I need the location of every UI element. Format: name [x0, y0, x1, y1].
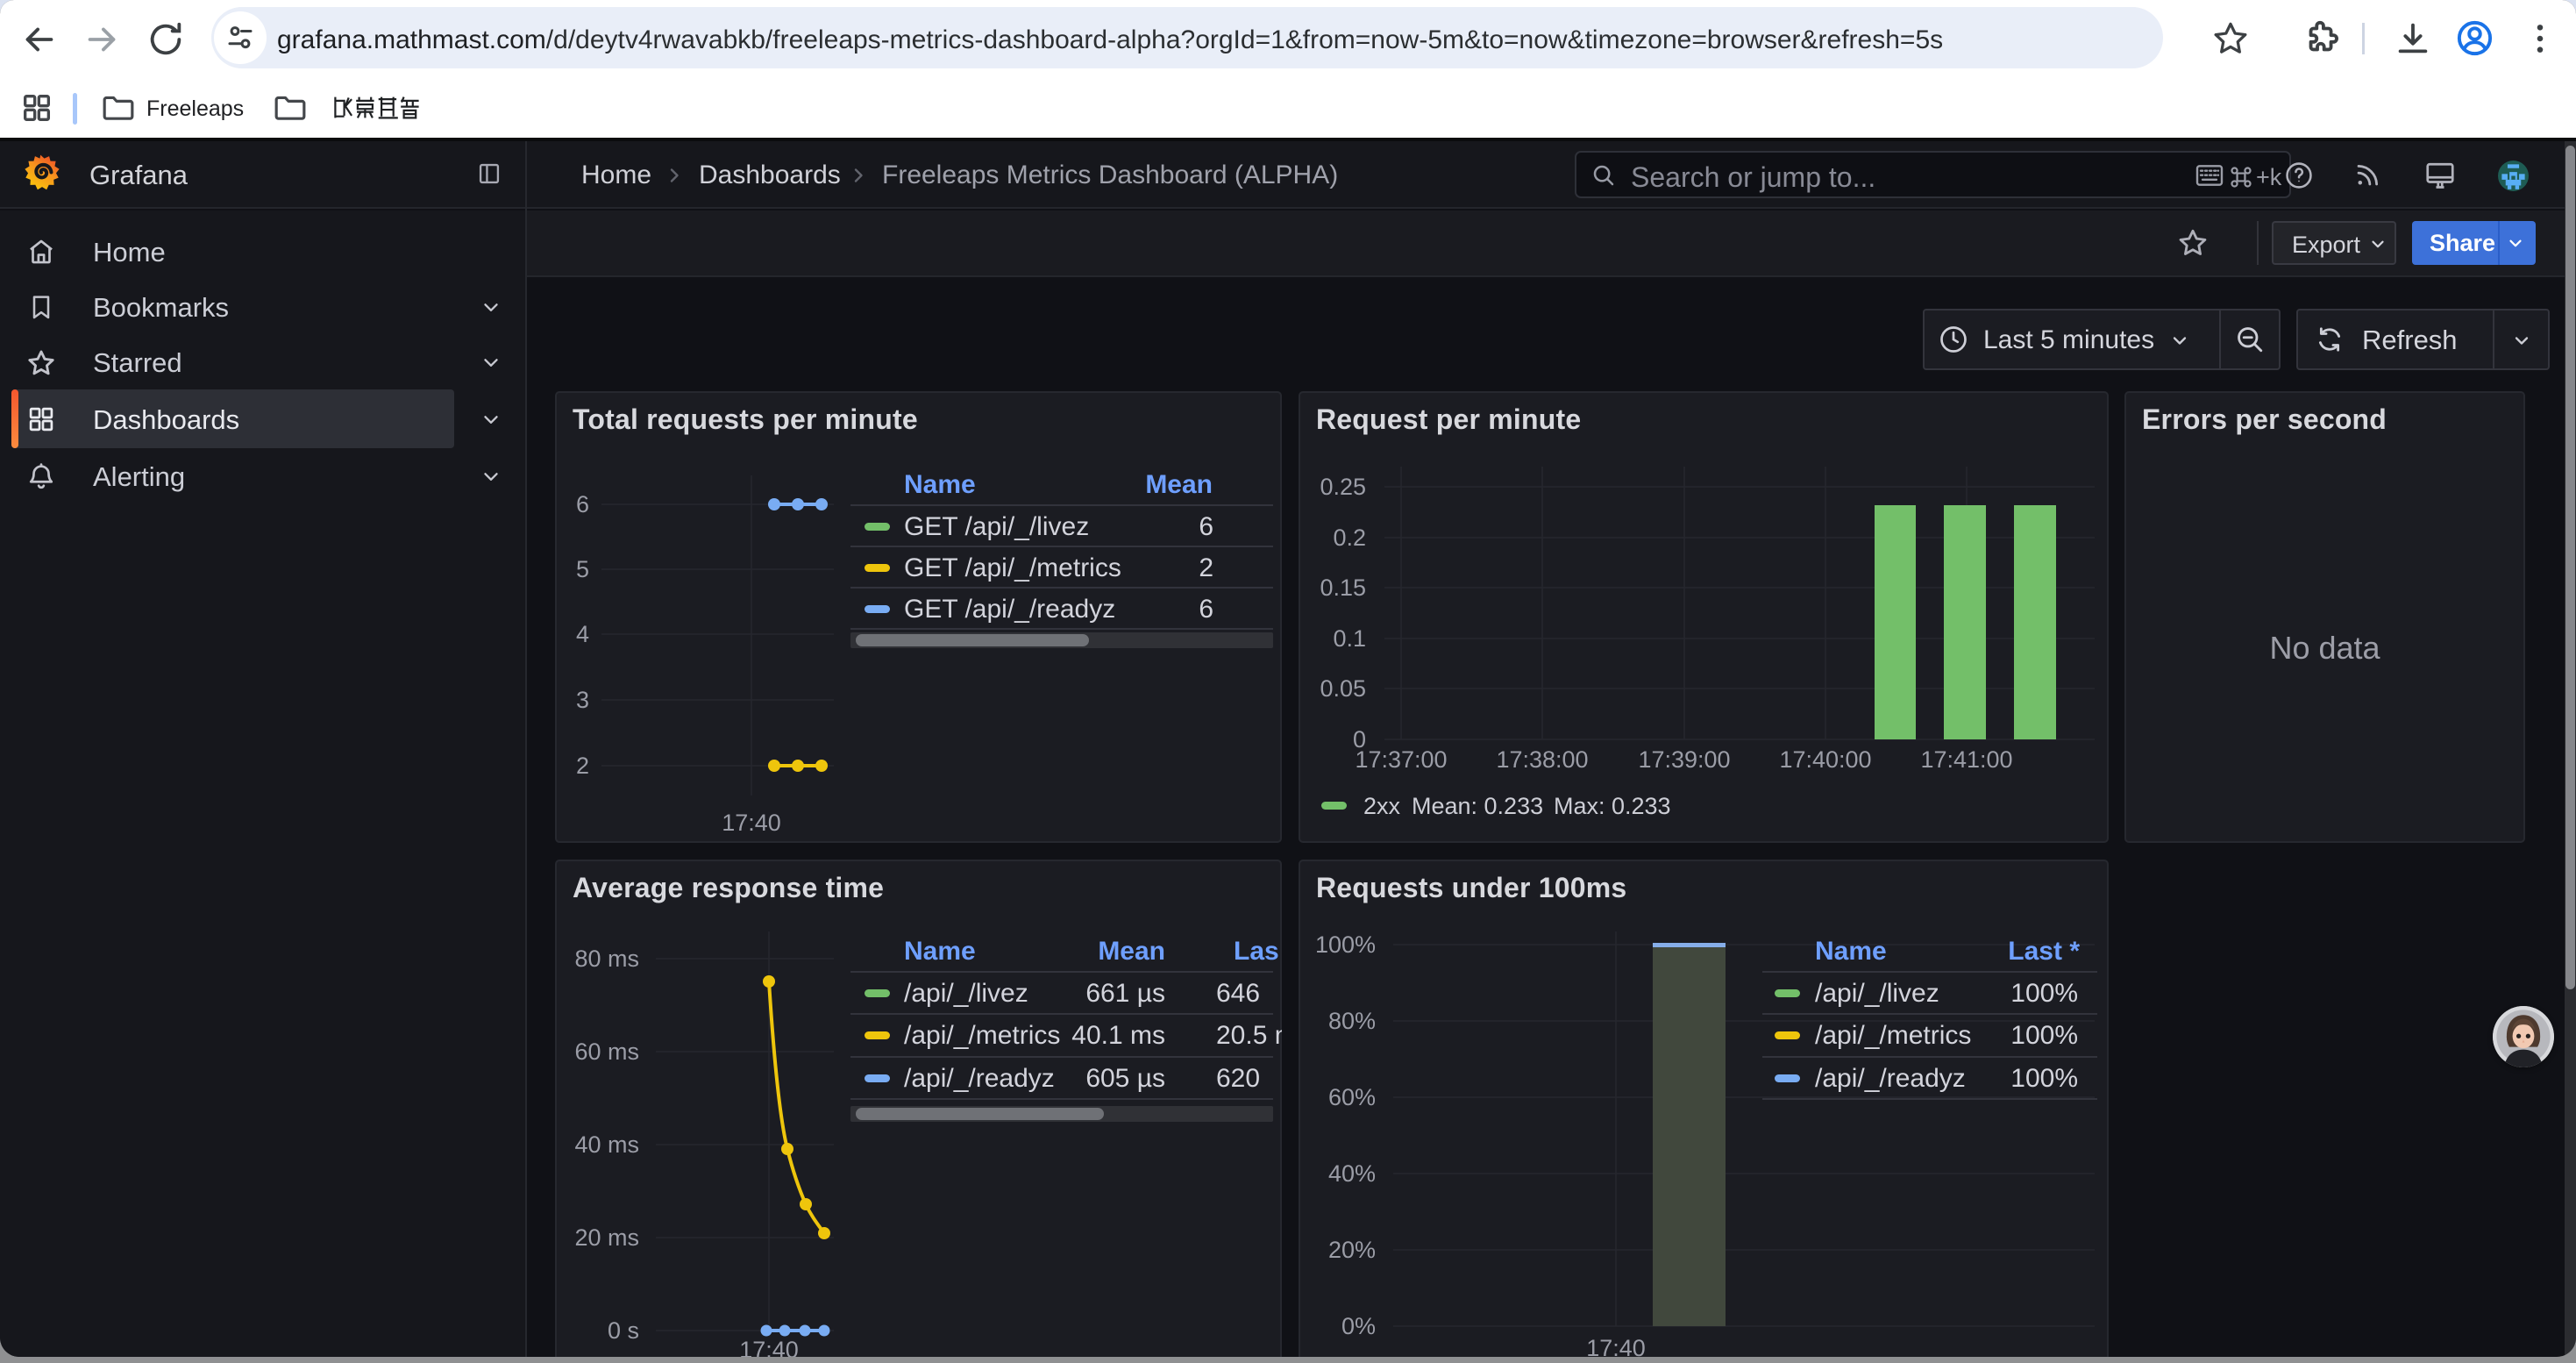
svg-text:2xx: 2xx: [1363, 793, 1401, 819]
svg-text:0.25: 0.25: [1320, 474, 1366, 500]
svg-text:60 ms: 60 ms: [574, 1038, 639, 1065]
svg-text:Mean: Mean: [1145, 470, 1213, 499]
svg-text:/api/_/readyz: /api/_/readyz: [904, 1064, 1055, 1093]
svg-text:2: 2: [576, 753, 589, 779]
svg-text:100%: 100%: [2010, 1064, 2078, 1093]
svg-text:4: 4: [576, 621, 589, 647]
svg-text:GET /api/_/readyz: GET /api/_/readyz: [904, 595, 1115, 624]
svg-text:100%: 100%: [2010, 979, 2078, 1008]
svg-text:/api/_/metrics: /api/_/metrics: [904, 1021, 1060, 1050]
svg-text:5: 5: [576, 556, 589, 582]
svg-text:20.5 ms: 20.5 ms: [1216, 1021, 1282, 1050]
svg-text:605 µs: 605 µs: [1085, 1064, 1165, 1093]
svg-text:Mean: 0.233: Mean: 0.233: [1412, 793, 1543, 819]
svg-text:6: 6: [1199, 595, 1213, 624]
svg-text:20 ms: 20 ms: [574, 1224, 639, 1251]
svg-text:100%: 100%: [2010, 1021, 2078, 1050]
svg-text:40.1 ms: 40.1 ms: [1071, 1021, 1165, 1050]
svg-text:6: 6: [576, 491, 589, 517]
svg-text:100%: 100%: [1315, 931, 1376, 958]
svg-text:17:37:00: 17:37:00: [1355, 746, 1447, 773]
svg-text:20%: 20%: [1328, 1237, 1376, 1263]
svg-text:620: 620: [1216, 1064, 1260, 1093]
svg-text:3: 3: [576, 687, 589, 713]
svg-text:Mean: Mean: [1098, 937, 1165, 966]
svg-text:17:40: 17:40: [739, 1337, 799, 1357]
svg-text:80%: 80%: [1328, 1008, 1376, 1034]
svg-text:661 µs: 661 µs: [1085, 979, 1165, 1008]
svg-text:/api/_/livez: /api/_/livez: [1815, 979, 1939, 1008]
svg-text:0: 0: [1353, 726, 1366, 753]
svg-text:2: 2: [1199, 553, 1213, 582]
svg-text:80 ms: 80 ms: [574, 946, 639, 972]
svg-text:0.2: 0.2: [1333, 525, 1366, 551]
svg-text:/api/_/metrics: /api/_/metrics: [1815, 1021, 1971, 1050]
svg-text:GET /api/_/livez: GET /api/_/livez: [904, 512, 1089, 541]
svg-text:Las: Las: [1234, 937, 1279, 966]
svg-text:0.1: 0.1: [1333, 625, 1366, 652]
svg-text:6: 6: [1199, 512, 1213, 541]
svg-text:17:39:00: 17:39:00: [1638, 746, 1730, 773]
svg-text:Name: Name: [904, 937, 976, 966]
svg-text:40 ms: 40 ms: [574, 1131, 639, 1158]
svg-text:0.05: 0.05: [1320, 675, 1366, 702]
svg-text:17:40: 17:40: [1586, 1335, 1646, 1357]
svg-text:Last *: Last *: [2008, 937, 2080, 966]
svg-text:/api/_/readyz: /api/_/readyz: [1815, 1064, 1966, 1093]
svg-text:Max: 0.233: Max: 0.233: [1554, 793, 1671, 819]
svg-text:17:40:00: 17:40:00: [1779, 746, 1871, 773]
svg-text:40%: 40%: [1328, 1160, 1376, 1187]
svg-text:17:38:00: 17:38:00: [1496, 746, 1588, 773]
svg-text:646: 646: [1216, 979, 1260, 1008]
svg-text:0 s: 0 s: [608, 1317, 639, 1344]
svg-text:17:40: 17:40: [722, 810, 781, 836]
svg-text:0%: 0%: [1341, 1313, 1376, 1339]
svg-text:17:41:00: 17:41:00: [1920, 746, 2012, 773]
svg-text:GET /api/_/metrics: GET /api/_/metrics: [904, 553, 1121, 582]
svg-text:/api/_/livez: /api/_/livez: [904, 979, 1028, 1008]
svg-text:60%: 60%: [1328, 1084, 1376, 1110]
svg-text:0.15: 0.15: [1320, 574, 1366, 601]
svg-text:Name: Name: [1815, 937, 1887, 966]
svg-text:Name: Name: [904, 470, 976, 499]
